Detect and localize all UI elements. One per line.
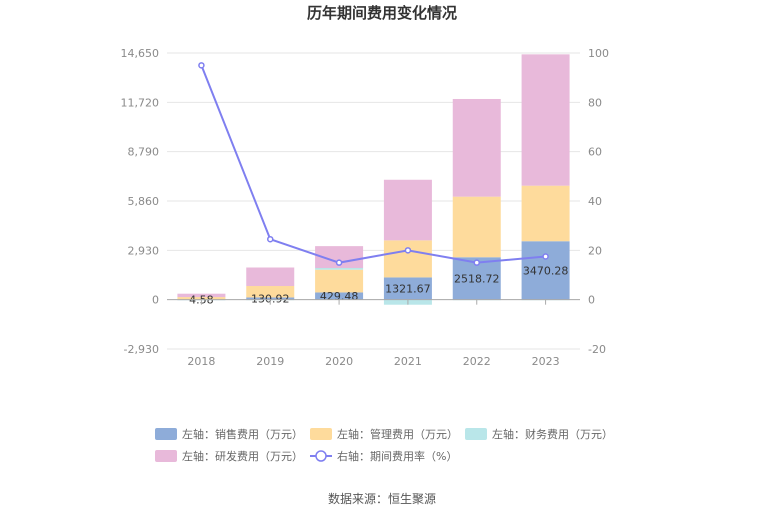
x-axis-tick-label: 2021 [394, 355, 422, 368]
right-axis-tick: 60 [588, 146, 602, 159]
source-note: 数据来源：恒生聚源 [328, 491, 436, 506]
legend-swatch [155, 450, 177, 462]
x-axis-tick-label: 2018 [187, 355, 215, 368]
right-axis-tick: 100 [588, 47, 609, 60]
right-axis-tick: 0 [588, 294, 595, 307]
right-axis-tick: -20 [588, 343, 606, 356]
bar-segment [246, 267, 295, 287]
line-point [542, 253, 549, 260]
right-axis-tick: 80 [588, 96, 602, 109]
legend-label: 左轴：销售费用（万元） [182, 427, 303, 441]
line-point [267, 235, 274, 243]
bar-segment [383, 179, 432, 241]
left-axis-tick: 14,650 [121, 47, 160, 60]
bar-segment [315, 269, 364, 293]
line-series [200, 64, 546, 264]
line-point [473, 259, 480, 266]
right-axis-tick: 20 [588, 244, 602, 257]
bar-segment [383, 277, 432, 300]
grid-layer [167, 52, 580, 350]
bar-segment [521, 241, 570, 300]
legend-label: 左轴：管理费用（万元） [337, 427, 458, 441]
bar-segment [383, 240, 432, 278]
line-point [404, 247, 412, 254]
bar-segment [315, 292, 364, 300]
data-label: 3470.28 [523, 264, 569, 277]
bar-segment [246, 297, 295, 300]
right-axis-tick: 40 [588, 195, 602, 208]
left-axis-tick: 5,860 [128, 195, 160, 208]
axis-layer: -2,930 -20 0 0 2,930 20 5,860 40 8,790 60 11,720 80… [121, 47, 610, 368]
bar-segment [452, 98, 501, 197]
legend-label: 左轴：财务费用（万元） [492, 427, 613, 441]
bar-segment [315, 246, 364, 269]
x-axis-tick-label: 2023 [532, 355, 560, 368]
bar-segment [521, 185, 570, 242]
data-label: 130.92 [251, 293, 290, 306]
bar-segment [246, 286, 295, 298]
left-axis-tick: 0 [152, 294, 159, 307]
line-layer [198, 62, 549, 266]
legend: 左轴：销售费用（万元） 左轴：管理费用（万元） 左轴：财务费用（万元） 左轴：研发费用… [155, 427, 613, 463]
legend-swatch [465, 428, 487, 440]
legend-swatch [155, 428, 177, 440]
left-axis-tick: 11,720 [121, 96, 160, 109]
bar-segment [315, 268, 364, 270]
bar-segment [521, 54, 570, 186]
bar-segment [177, 293, 226, 298]
data-label: 2518.72 [454, 272, 500, 285]
left-axis-tick: 2,930 [128, 244, 160, 257]
line-point [335, 259, 343, 266]
bars-layer [177, 54, 570, 305]
x-axis-tick-label: 2019 [256, 355, 284, 368]
legend-swatch [315, 450, 327, 462]
left-axis-tick: 8,790 [128, 146, 160, 159]
left-axis-tick: -2,930 [124, 343, 159, 356]
bar-segment [177, 297, 226, 300]
x-axis-tick-label: 2020 [325, 355, 353, 368]
legend-label: 右轴：期间费用率（%） [337, 449, 457, 463]
chart-title: 历年期间费用变化情况 [307, 4, 457, 22]
legend-label: 左轴：研发费用（万元） [182, 449, 303, 463]
bar-segment [452, 196, 501, 258]
legend-swatch [310, 428, 332, 440]
line-point [198, 62, 205, 69]
data-label: 1321.67 [385, 283, 431, 296]
x-axis-tick-label: 2022 [463, 355, 491, 368]
